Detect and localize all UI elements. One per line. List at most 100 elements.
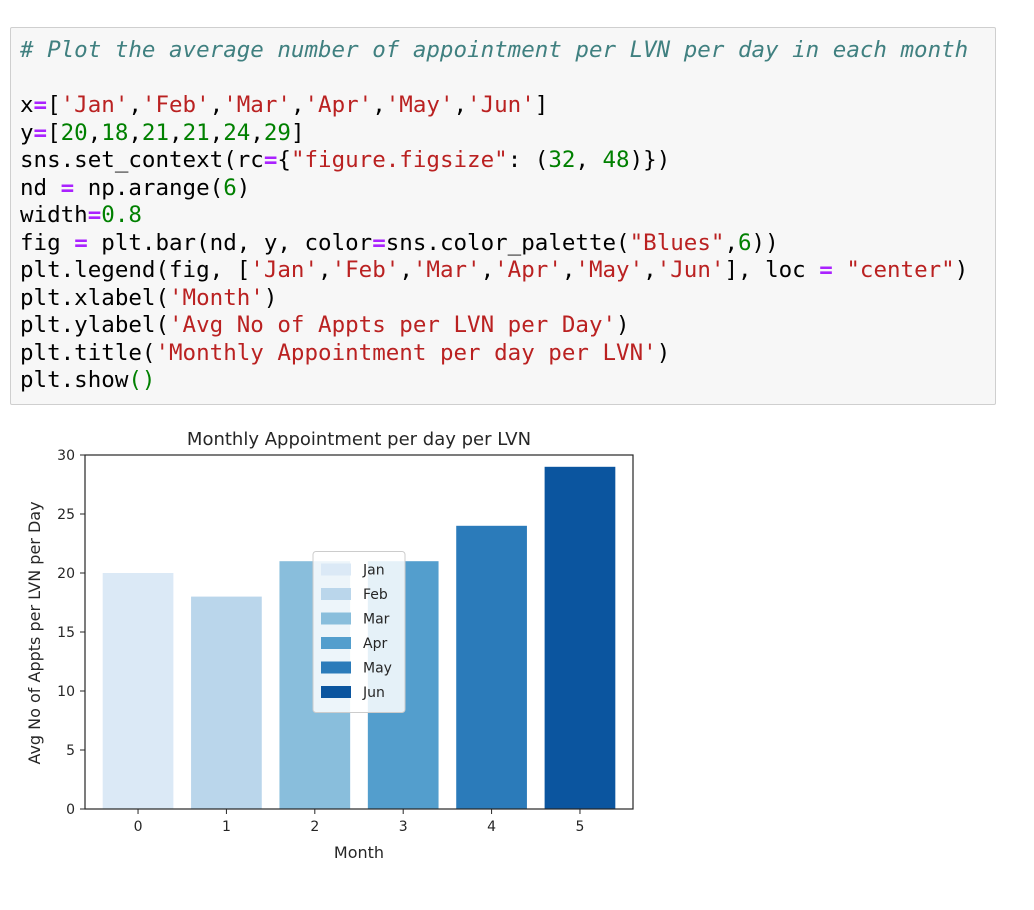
y-tick-label: 10 — [57, 684, 75, 700]
code-token: 'Mar' — [223, 92, 291, 118]
y-tick-label: 0 — [66, 802, 75, 818]
code-line: plt.legend(fig, ['Jan','Feb','Mar','Apr'… — [20, 257, 968, 285]
x-tick-label: 0 — [134, 819, 143, 835]
bar-chart: Monthly Appointment per day per LVN Mont… — [25, 429, 634, 862]
code-token: plt.title( — [20, 339, 156, 366]
code-token: plt.ylabel( — [20, 312, 170, 338]
x-tick-label: 1 — [222, 819, 231, 835]
code-token: sns.color_palette( — [385, 229, 630, 256]
legend-label: Feb — [363, 587, 388, 603]
code-token: = — [33, 119, 48, 146]
code-token: , — [250, 119, 264, 146]
code-token: 21 — [141, 119, 170, 146]
code-token: () — [128, 367, 156, 393]
code-token: = — [372, 229, 386, 256]
y-axis-label: Avg No of Appts per LVN per Day — [25, 501, 44, 764]
code-token: : ( — [507, 147, 549, 173]
legend-label: Apr — [363, 636, 387, 652]
code-line — [20, 65, 968, 93]
code-token: = — [74, 229, 88, 256]
code-token: 'Jun' — [467, 92, 535, 118]
y-tick-label: 25 — [57, 507, 75, 523]
code-token: = — [60, 174, 75, 201]
code-token: nd — [20, 174, 61, 201]
code-line: plt.show() — [20, 367, 968, 395]
code-token: 20 — [60, 119, 88, 146]
code-token: width — [20, 202, 88, 228]
code-token: , — [209, 119, 224, 146]
code-token: , — [128, 119, 142, 146]
x-tick-label: 5 — [576, 819, 585, 835]
y-axis: 0 5 10 15 20 25 30 — [57, 448, 85, 818]
code-token: 'Mar' — [412, 257, 481, 283]
code-token: x — [20, 92, 34, 118]
code-token: np.arange( — [74, 174, 224, 201]
legend-swatch — [321, 686, 351, 698]
code-token: = — [819, 257, 833, 283]
y-tick-label: 30 — [57, 448, 75, 464]
code-line: plt.xlabel('Month') — [20, 285, 968, 313]
legend-swatch — [321, 661, 351, 674]
code-token: 0.8 — [101, 202, 142, 228]
code-token: 6 — [223, 174, 237, 201]
code-token: 'Feb' — [141, 92, 210, 118]
code-token: , — [399, 257, 413, 283]
code-token: y — [20, 119, 34, 146]
code-editor[interactable]: # Plot the average number of appointment… — [20, 37, 968, 395]
code-token: 32 — [548, 147, 576, 173]
legend: Jan Feb Mar Apr May Jun — [312, 551, 406, 713]
code-token: ) — [263, 284, 278, 311]
code-token: )) — [751, 229, 779, 256]
code-token: , — [128, 92, 142, 118]
code-token: "figure.figsize" — [290, 147, 508, 173]
code-token: plt.show — [20, 367, 129, 393]
code-token: , — [290, 92, 305, 118]
x-axis-label: Month — [334, 843, 384, 862]
y-tick-label: 20 — [57, 566, 75, 582]
code-token: , — [169, 119, 183, 146]
legend-swatch — [321, 588, 351, 600]
code-token: fig — [20, 229, 75, 256]
code-token: , — [209, 92, 224, 118]
bar — [456, 525, 527, 809]
code-token: 18 — [101, 119, 129, 146]
code-token: [ — [47, 119, 61, 146]
code-token: 'Apr' — [304, 92, 373, 118]
code-token: sns.set_context(rc — [20, 147, 264, 173]
code-token: )}) — [629, 147, 671, 173]
code-token: , — [87, 119, 102, 146]
code-line: plt.ylabel('Avg No of Appts per LVN per … — [20, 312, 968, 340]
code-token: plt.bar(nd, y, color — [87, 229, 373, 256]
x-tick-label: 2 — [310, 819, 319, 835]
code-cell[interactable]: # Plot the average number of appointment… — [10, 27, 996, 405]
code-line: y=[20,18,21,21,24,29] — [20, 120, 968, 148]
code-token: ) — [616, 312, 630, 338]
legend-label: Jun — [362, 685, 385, 701]
code-token: 29 — [263, 119, 291, 146]
code-token: , — [575, 147, 603, 173]
code-token: [ — [47, 92, 61, 118]
code-token: "Blues" — [629, 229, 725, 256]
code-token: { — [277, 147, 291, 173]
code-token: 'Jan' — [60, 92, 129, 118]
code-token: 'Feb' — [331, 257, 400, 283]
legend-label: Jan — [362, 563, 385, 579]
code-token: , — [318, 257, 332, 283]
code-token: = — [263, 147, 278, 173]
code-line: nd = np.arange(6) — [20, 175, 968, 203]
bar — [191, 596, 262, 809]
x-axis: 0 1 2 3 4 5 — [134, 809, 585, 835]
x-tick-label: 4 — [487, 819, 496, 835]
code-token: 24 — [223, 119, 251, 146]
bar — [102, 573, 174, 809]
code-token: 48 — [602, 147, 630, 173]
code-token: 'Jan' — [250, 257, 319, 283]
code-token: = — [33, 92, 48, 118]
code-token: ) — [954, 257, 969, 283]
output-area: Monthly Appointment per day per LVN Mont… — [0, 420, 1034, 906]
y-tick-label: 5 — [66, 743, 75, 759]
code-token: plt.xlabel( — [20, 284, 170, 311]
code-token: # Plot the average number of appointment… — [20, 37, 969, 63]
code-token: 'Month' — [169, 284, 264, 311]
legend-swatch — [321, 612, 351, 625]
